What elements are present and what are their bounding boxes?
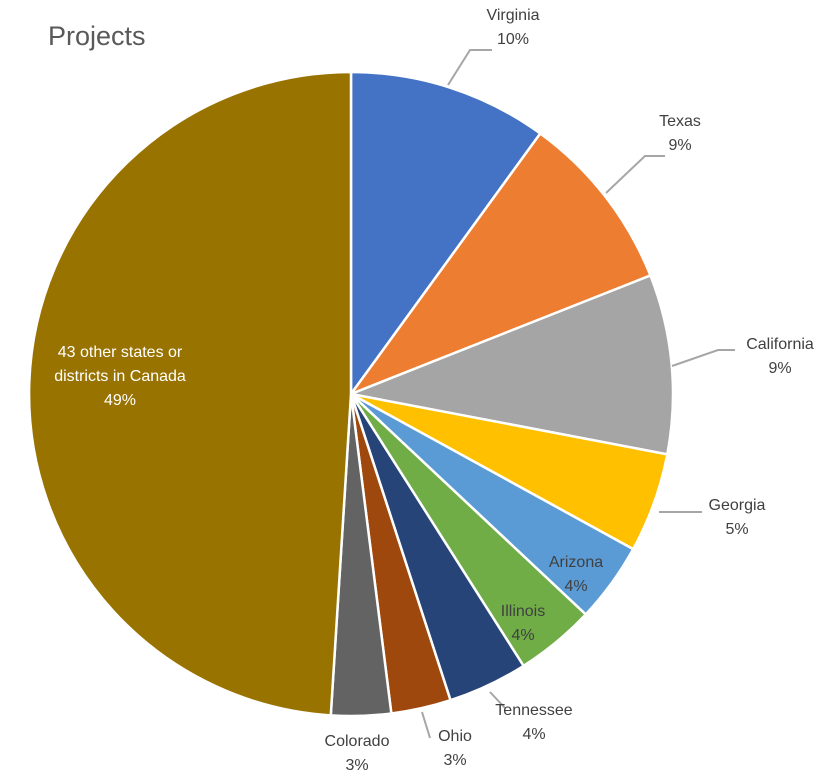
slice-label-tennessee: Tennessee 4% [495, 702, 572, 743]
slice-label-california: California 9% [746, 336, 814, 377]
slice-label-texas: Texas 9% [659, 113, 701, 154]
leader-lines [421, 49, 735, 739]
leader-line-tennessee [489, 691, 506, 709]
slice-label-arizona: Arizona 4% [549, 554, 603, 595]
leader-line-texas [605, 155, 665, 194]
leader-line-virginia [447, 49, 492, 86]
slice-label-ohio: Ohio 3% [438, 728, 472, 769]
slice-label-other: 43 other states or districts in Canada 49% [54, 344, 186, 409]
leader-line-california [671, 349, 735, 367]
pie-slice-other [27, 70, 353, 717]
pie-slice-california [346, 273, 675, 456]
slice-label-virginia: Virginia 10% [486, 7, 539, 48]
leader-line-ohio [421, 711, 431, 739]
slice-label-colorado: Colorado 3% [325, 733, 390, 774]
chart-title: Projects [48, 21, 146, 51]
pie-slices [27, 70, 675, 718]
slice-label-georgia: Georgia 5% [709, 497, 766, 538]
pie-slice-virginia [349, 70, 543, 398]
slice-label-illinois: Illinois 4% [501, 603, 545, 644]
slice-labels: Virginia 10% Texas 9% California 9% Georgia 5% A… [54, 7, 814, 774]
pie-slice-texas [347, 131, 653, 397]
